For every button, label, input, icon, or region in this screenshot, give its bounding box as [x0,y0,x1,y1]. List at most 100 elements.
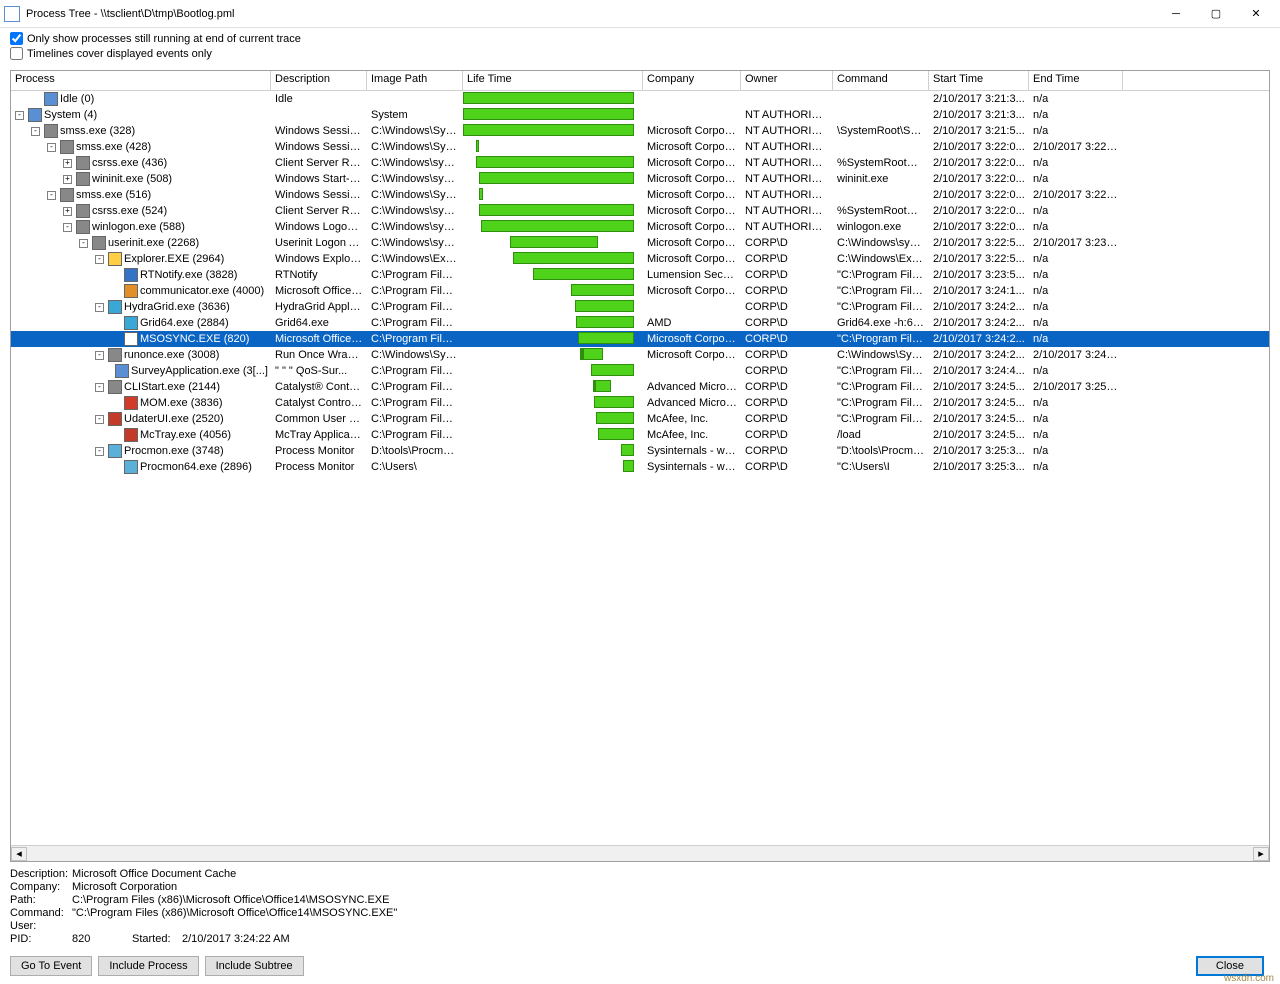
command-cell [833,139,929,155]
owner-cell: CORP\D [741,267,833,283]
timelines-input[interactable] [10,47,23,60]
process-row[interactable]: -System (4)SystemNT AUTHORITY\...2/10/20… [11,107,1269,123]
company-cell: Microsoft Corporat... [643,203,741,219]
include-process-button[interactable]: Include Process [98,956,198,976]
process-name: winlogon.exe (588) [92,219,185,235]
description-cell: Client Server Runt... [271,203,367,219]
column-header[interactable]: Process [11,71,271,90]
scroll-left-arrow[interactable]: ◂ [11,847,27,861]
collapse-icon[interactable]: - [79,239,88,248]
collapse-icon[interactable]: - [95,447,104,456]
only-show-running-checkbox[interactable]: Only show processes still running at end… [10,32,1270,45]
collapse-icon[interactable]: - [95,383,104,392]
end-time-cell: n/a [1029,203,1123,219]
column-header[interactable]: Owner [741,71,833,90]
collapse-icon[interactable]: - [95,255,104,264]
process-row[interactable]: -Procmon.exe (3748)Process MonitorD:\too… [11,443,1269,459]
detail-started-value: 2/10/2017 3:24:22 AM [182,933,290,945]
scroll-right-arrow[interactable]: ▸ [1253,847,1269,861]
collapse-icon[interactable]: - [95,415,104,424]
process-row[interactable]: communicator.exe (4000)Microsoft Office … [11,283,1269,299]
close-window-button[interactable]: ✕ [1236,3,1276,25]
only-show-running-input[interactable] [10,32,23,45]
column-header[interactable]: Company [643,71,741,90]
expand-icon[interactable]: + [63,159,72,168]
process-name: smss.exe (428) [76,139,151,155]
column-header[interactable]: Description [271,71,367,90]
process-name: communicator.exe (4000) [140,283,264,299]
detail-company-label: Company: [10,881,72,893]
process-row[interactable]: MSOSYNC.EXE (820)Microsoft Office D...C:… [11,331,1269,347]
process-row[interactable]: -Explorer.EXE (2964)Windows ExplorerC:\W… [11,251,1269,267]
collapse-icon[interactable]: - [95,351,104,360]
process-row[interactable]: McTray.exe (4056)McTray ApplicationC:\Pr… [11,427,1269,443]
process-icon [115,364,129,378]
description-cell [271,107,367,123]
options-panel: Only show processes still running at end… [0,28,1280,66]
process-row[interactable]: SurveyApplication.exe (3[...]" " " QoS-S… [11,363,1269,379]
lifetime-cell [463,283,643,299]
process-row[interactable]: -userinit.exe (2268)Userinit Logon Ap...… [11,235,1269,251]
rows-area[interactable]: Idle (0)Idle2/10/2017 3:21:3...n/a-Syste… [11,91,1269,845]
process-icon [108,300,122,314]
process-row[interactable]: RTNotify.exe (3828)RTNotifyC:\Program Fi… [11,267,1269,283]
detail-company-value: Microsoft Corporation [72,881,177,893]
expander-spacer [111,319,120,328]
description-cell: RTNotify [271,267,367,283]
timelines-label: Timelines cover displayed events only [27,48,212,60]
process-row[interactable]: +wininit.exe (508)Windows Start-Up...C:\… [11,171,1269,187]
detail-path-value: C:\Program Files (x86)\Microsoft Office\… [72,894,389,906]
process-row[interactable]: -smss.exe (428)Windows Session ...C:\Win… [11,139,1269,155]
process-name: smss.exe (328) [60,123,135,139]
minimize-button[interactable]: ─ [1156,3,1196,25]
column-header[interactable]: Start Time [929,71,1029,90]
image-path-cell: C:\Windows\syst... [367,155,463,171]
image-path-cell: C:\Windows\syst... [367,203,463,219]
expand-icon[interactable]: + [63,175,72,184]
process-name: RTNotify.exe (3828) [140,267,237,283]
column-header[interactable]: Life Time [463,71,643,90]
collapse-icon[interactable]: - [95,303,104,312]
process-row[interactable]: Grid64.exe (2884)Grid64.exeC:\Program Fi… [11,315,1269,331]
column-header[interactable]: Image Path [367,71,463,90]
process-name: Procmon64.exe (2896) [140,459,252,475]
command-cell: "C:\Program Files ... [833,363,929,379]
end-time-cell: n/a [1029,427,1123,443]
process-row[interactable]: +csrss.exe (436)Client Server Runt...C:\… [11,155,1269,171]
horizontal-scrollbar[interactable]: ◂ ▸ [11,845,1269,861]
command-cell: C:\Windows\Sys... [833,347,929,363]
process-icon [60,188,74,202]
collapse-icon[interactable]: - [31,127,40,136]
goto-event-button[interactable]: Go To Event [10,956,92,976]
company-cell: Microsoft Corporat... [643,171,741,187]
process-row[interactable]: MOM.exe (3836)Catalyst Control C...C:\Pr… [11,395,1269,411]
timelines-checkbox[interactable]: Timelines cover displayed events only [10,47,1270,60]
expand-icon[interactable]: + [63,207,72,216]
column-header[interactable]: Command [833,71,929,90]
collapse-icon[interactable]: - [47,143,56,152]
collapse-icon[interactable]: - [63,223,72,232]
process-row[interactable]: Procmon64.exe (2896)Process MonitorC:\Us… [11,459,1269,475]
collapse-icon[interactable]: - [47,191,56,200]
process-row[interactable]: -runonce.exe (3008)Run Once WrapperC:\Wi… [11,347,1269,363]
process-row[interactable]: -HydraGrid.exe (3636)HydraGrid Applica..… [11,299,1269,315]
maximize-button[interactable]: ▢ [1196,3,1236,25]
include-subtree-button[interactable]: Include Subtree [205,956,304,976]
process-icon [28,108,42,122]
process-row[interactable]: -smss.exe (328)Windows Session ...C:\Win… [11,123,1269,139]
description-cell: Windows Logon A... [271,219,367,235]
process-row[interactable]: -smss.exe (516)Windows Session ...C:\Win… [11,187,1269,203]
detail-user-label: User: [10,920,72,932]
process-row[interactable]: Idle (0)Idle2/10/2017 3:21:3...n/a [11,91,1269,107]
process-row[interactable]: -CLIStart.exe (2144)Catalyst® Control ..… [11,379,1269,395]
process-name: SurveyApplication.exe (3[...] [131,363,268,379]
process-name: HydraGrid.exe (3636) [124,299,230,315]
company-cell: Microsoft Corporat... [643,219,741,235]
process-row[interactable]: -winlogon.exe (588)Windows Logon A...C:\… [11,219,1269,235]
process-row[interactable]: -UdaterUI.exe (2520)Common User Inte...C… [11,411,1269,427]
image-path-cell: D:\tools\Procmon... [367,443,463,459]
collapse-icon[interactable]: - [15,111,24,120]
process-row[interactable]: +csrss.exe (524)Client Server Runt...C:\… [11,203,1269,219]
column-header[interactable]: End Time [1029,71,1123,90]
owner-cell: NT AUTHORITY\... [741,139,833,155]
